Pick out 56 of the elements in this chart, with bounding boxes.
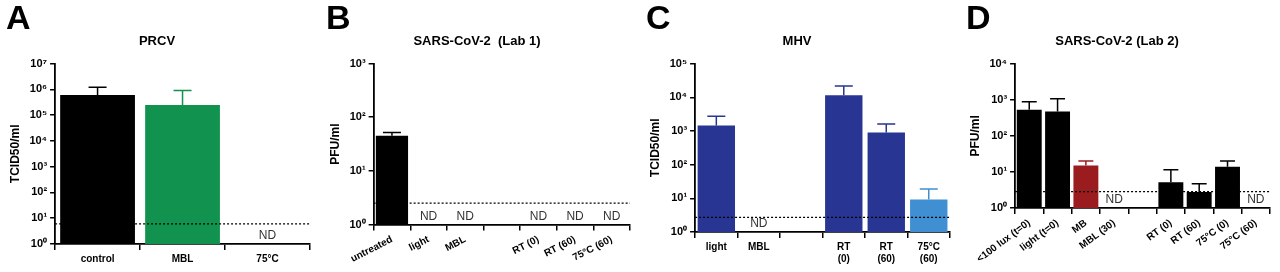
y-tick-label: 10² <box>991 128 1008 141</box>
x-tick-label: 75°C <box>256 252 279 264</box>
y-tick-label: 10¹ <box>671 191 688 204</box>
x-tick-label: RT (0) <box>510 233 541 257</box>
y-tick-label: 10¹ <box>991 164 1008 177</box>
y-tick-label: 10³ <box>31 159 48 172</box>
chart-title: PRCV <box>138 33 176 49</box>
y-tick-label: 10² <box>671 157 688 170</box>
text: ND <box>1247 192 1265 207</box>
y-tick-label: 10⁴ <box>29 133 48 146</box>
y-tick-label: 10³ <box>671 123 688 136</box>
x-tick-label: RT (0) <box>837 240 851 264</box>
text: D <box>966 0 991 37</box>
x-tick-label: MBL <box>171 252 194 264</box>
text: ND <box>603 208 621 223</box>
y-axis-title: TCID50/ml <box>7 124 22 184</box>
y-tick-label: 10⁰ <box>990 201 1008 214</box>
y-axis-title: PFU/ml <box>327 123 342 165</box>
y-tick-label: 10³ <box>349 56 366 69</box>
text: B <box>326 0 351 37</box>
y-tick-label: 10⁰ <box>670 225 688 238</box>
y-tick-label: 10¹ <box>31 211 48 224</box>
y-axis-title: PFU/ml <box>967 115 982 157</box>
y-tick-label: 10⁶ <box>29 82 48 95</box>
text: ND <box>1105 192 1123 207</box>
x-tick-label: MBL <box>443 233 468 253</box>
chart-title: SARS-CoV-2 (Lab 2) <box>1055 33 1179 49</box>
y-axis-title: TCID50/ml <box>647 118 662 178</box>
x-tick-label: 75°C (60) <box>917 240 940 264</box>
y-tick-label: 10² <box>349 110 366 123</box>
y-tick-label: 10⁰ <box>349 217 366 230</box>
y-tick-label: 10⁰ <box>30 237 48 250</box>
y-tick-label: 10⁷ <box>30 56 48 69</box>
x-tick-label: MBL <box>747 240 770 252</box>
x-tick-label: light <box>705 240 728 252</box>
text: C <box>646 0 671 37</box>
text: ND <box>566 208 584 223</box>
y-tick-label: 10⁴ <box>669 90 688 103</box>
x-tick-label: control <box>80 252 115 264</box>
x-tick-label: MB <box>1069 216 1089 235</box>
x-tick-label: light <box>406 233 432 253</box>
y-tick-label: 10¹ <box>349 163 366 176</box>
y-tick-label: 10⁴ <box>989 56 1008 69</box>
text: ND <box>456 208 474 223</box>
y-tick-label: 10² <box>31 185 48 198</box>
y-tick-label: 10⁵ <box>669 56 688 69</box>
text: ND <box>419 208 438 223</box>
text: ND <box>258 228 277 243</box>
text: ND <box>529 208 548 223</box>
y-tick-label: 10³ <box>991 92 1008 105</box>
text: ND <box>750 216 768 231</box>
x-tick-label: RT (60) <box>877 240 896 264</box>
chart-title: SARS-CoV-2 (Lab 1) <box>413 33 541 49</box>
y-tick-label: 10⁵ <box>29 108 48 121</box>
text: A <box>6 0 31 37</box>
chart-title: MHV <box>782 33 812 49</box>
